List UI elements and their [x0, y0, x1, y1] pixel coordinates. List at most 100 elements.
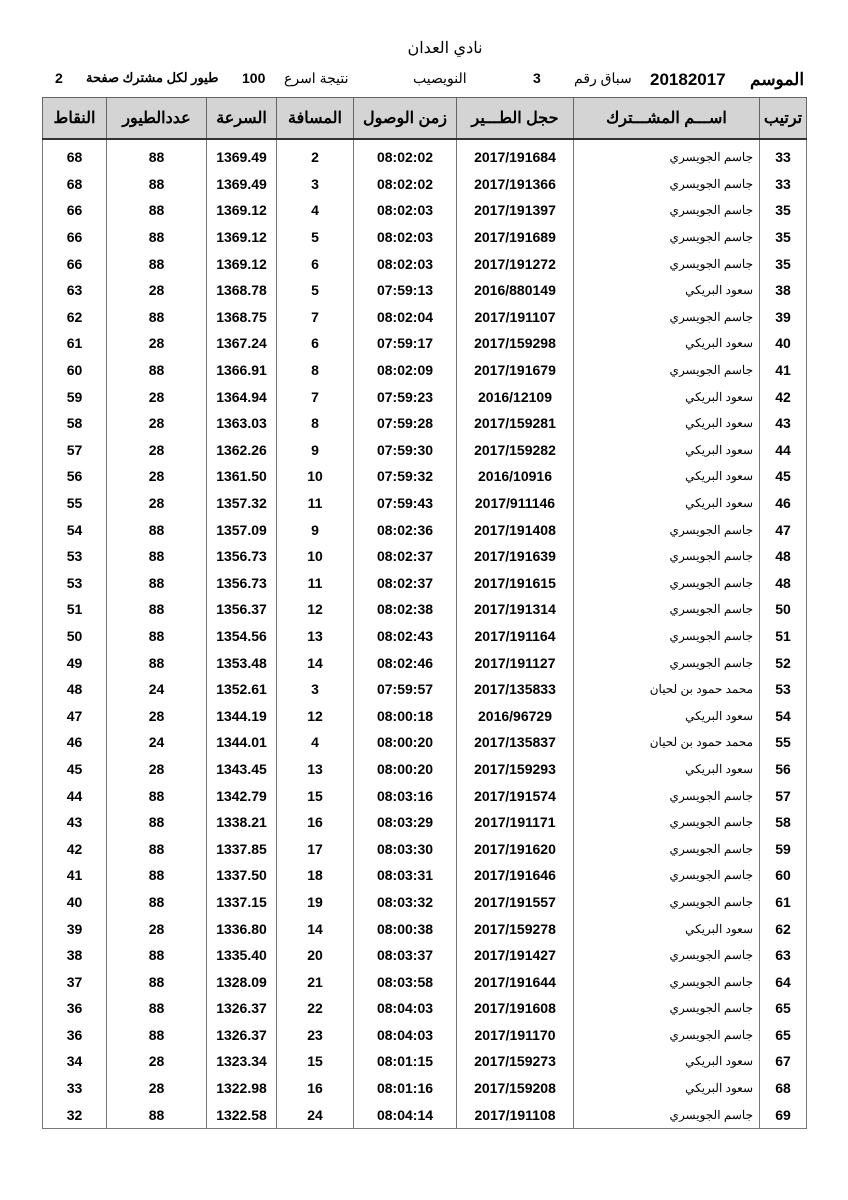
table-cell: 15 [276, 782, 354, 809]
table-cell: 08:02:46 [353, 649, 457, 676]
table-row: 42 سعود البريكي 2016/12109 07:59:23 7 1364.94… [42, 383, 807, 410]
table-cell: 07:59:30 [353, 436, 457, 464]
member-name: سعود البريكي [573, 330, 760, 357]
table-cell: 41 [759, 356, 807, 384]
table-cell: 38 [42, 941, 107, 969]
member-name: جاسم الجويسري [573, 862, 760, 889]
table-cell: 48 [759, 542, 807, 570]
table-cell: 53 [759, 675, 807, 703]
table-cell: 08:02:04 [353, 303, 457, 331]
table-cell: 59 [759, 835, 807, 863]
table-cell: 22 [276, 995, 354, 1022]
table-cell: 4 [276, 729, 354, 756]
table-cell: 08:00:38 [353, 915, 457, 942]
table-row: 40 سعود البريكي 2017/159298 07:59:17 6 1367.2… [42, 330, 807, 357]
table-cell: 1369.12 [206, 250, 277, 277]
table-cell: 2017/191314 [456, 596, 574, 623]
table-cell: 2017/159278 [456, 915, 574, 942]
table-cell: 1336.80 [206, 915, 277, 942]
table-cell: 2017/911146 [456, 489, 574, 517]
member-name: سعود البريكي [573, 915, 760, 942]
column-header: المسافة [276, 97, 354, 140]
results-table: ترتيب اســـم المشـــترك حجل الطـــير زمن ال… [42, 97, 807, 1129]
table-cell: 1326.37 [206, 995, 277, 1022]
table-cell: 2017/191107 [456, 303, 574, 331]
table-row: 54 سعود البريكي 2016/96729 08:00:18 12 1344.1… [42, 702, 807, 730]
table-cell: 88 [106, 223, 207, 251]
table-row: 55 محمد حمود بن لحيان 2017/135837 08:00:20 4… [42, 729, 807, 756]
table-cell: 1335.40 [206, 941, 277, 969]
table-cell: 2017/191272 [456, 250, 574, 277]
table-cell: 39 [759, 303, 807, 331]
table-cell: 08:03:58 [353, 968, 457, 995]
table-row: 35 جاسم الجويسري 2017/191272 08:02:03 6 1369.… [42, 250, 807, 277]
member-name: جاسم الجويسري [573, 516, 760, 543]
table-cell: 16 [276, 808, 354, 836]
table-cell: 1356.73 [206, 542, 277, 570]
table-cell: 4 [276, 197, 354, 224]
table-cell: 88 [106, 596, 207, 623]
table-cell: 88 [106, 782, 207, 809]
table-cell: 28 [106, 383, 207, 410]
table-cell: 28 [106, 276, 207, 304]
table-cell: 67 [759, 1048, 807, 1075]
table-cell: 24 [276, 1101, 354, 1129]
table-cell: 2017/159208 [456, 1074, 574, 1102]
table-cell: 14 [276, 649, 354, 676]
member-name: سعود البريكي [573, 1074, 760, 1102]
column-header: زمن الوصول [353, 97, 457, 140]
table-cell: 1362.26 [206, 436, 277, 464]
bird-count: 100 [242, 70, 266, 86]
table-cell: 66 [42, 223, 107, 251]
table-cell: 1354.56 [206, 622, 277, 650]
table-cell: 08:02:03 [353, 197, 457, 224]
table-cell: 1322.98 [206, 1074, 277, 1102]
table-row: 41 جاسم الجويسري 2017/191679 08:02:09 8 1366.… [42, 356, 807, 384]
member-name: محمد حمود بن لحيان [573, 675, 760, 703]
table-cell: 48 [42, 675, 107, 703]
table-cell: 14 [276, 915, 354, 942]
member-name: جاسم الجويسري [573, 144, 760, 171]
table-cell: 46 [42, 729, 107, 756]
table-cell: 08:02:09 [353, 356, 457, 384]
table-cell: 51 [759, 622, 807, 650]
member-name: جاسم الجويسري [573, 223, 760, 251]
table-cell: 07:59:32 [353, 463, 457, 490]
table-cell: 2017/191620 [456, 835, 574, 863]
member-name: جاسم الجويسري [573, 197, 760, 224]
table-cell: 1342.79 [206, 782, 277, 809]
table-cell: 39 [42, 915, 107, 942]
table-cell: 28 [106, 915, 207, 942]
table-cell: 65 [759, 1021, 807, 1049]
table-cell: 35 [759, 250, 807, 277]
table-cell: 1368.75 [206, 303, 277, 331]
table-cell: 2017/159293 [456, 755, 574, 783]
table-cell: 62 [42, 303, 107, 331]
table-cell: 1357.32 [206, 489, 277, 517]
table-cell: 68 [42, 144, 107, 171]
table-cell: 2 [276, 144, 354, 171]
table-cell: 43 [42, 808, 107, 836]
table-cell: 49 [42, 649, 107, 676]
table-cell: 5 [276, 223, 354, 251]
table-cell: 08:04:03 [353, 995, 457, 1022]
table-cell: 3 [276, 170, 354, 198]
table-row: 63 جاسم الجويسري 2017/191427 08:03:37 20 1335… [42, 941, 807, 969]
table-cell: 88 [106, 649, 207, 676]
member-name: سعود البريكي [573, 702, 760, 730]
table-cell: 28 [106, 330, 207, 357]
table-cell: 42 [42, 835, 107, 863]
table-cell: 59 [42, 383, 107, 410]
table-cell: 61 [759, 888, 807, 916]
table-cell: 33 [42, 1074, 107, 1102]
column-header: النقاط [42, 97, 107, 140]
table-cell: 10 [276, 542, 354, 570]
table-cell: 28 [106, 755, 207, 783]
table-cell: 2017/191608 [456, 995, 574, 1022]
table-cell: 1353.48 [206, 649, 277, 676]
table-cell: 2017/191557 [456, 888, 574, 916]
table-cell: 07:59:23 [353, 383, 457, 410]
table-cell: 08:01:16 [353, 1074, 457, 1102]
table-cell: 52 [759, 649, 807, 676]
table-cell: 08:03:16 [353, 782, 457, 809]
